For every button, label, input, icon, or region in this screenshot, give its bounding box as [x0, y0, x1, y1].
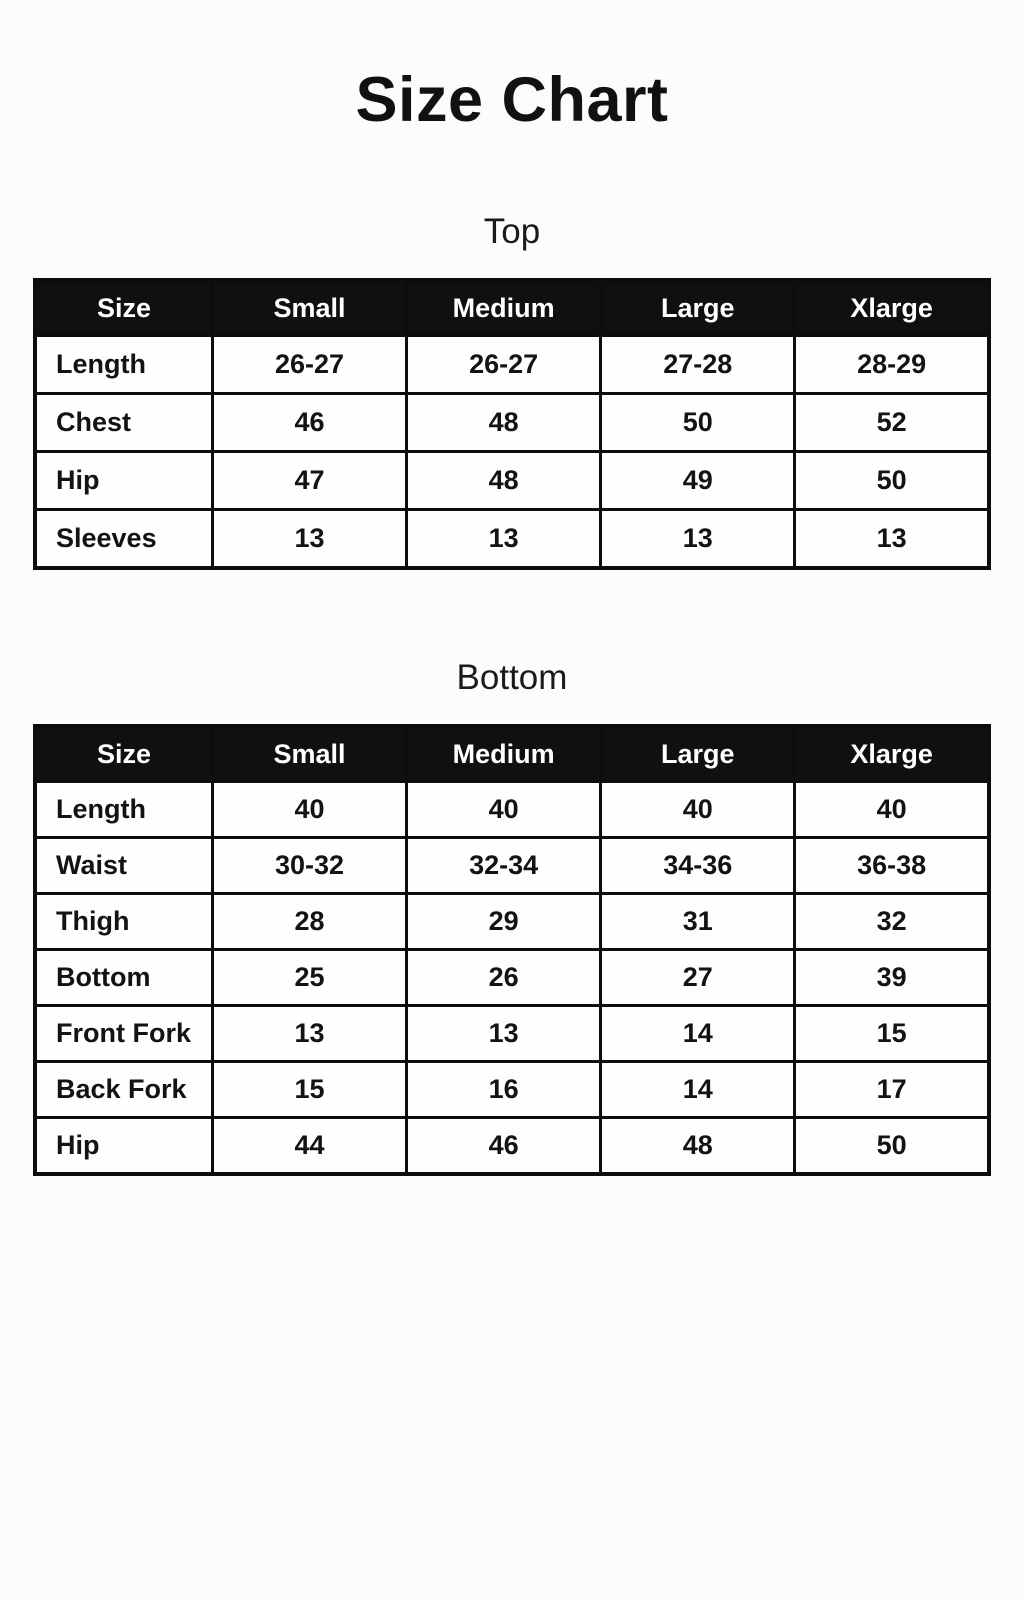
table-row-front-fork: Front Fork 13 13 14 15 [33, 1004, 991, 1063]
cell: 50 [793, 1116, 991, 1176]
cell: 34-36 [599, 836, 797, 895]
cell: 28-29 [793, 334, 991, 395]
cell: 26-27 [405, 334, 603, 395]
cell: 26-27 [210, 334, 409, 395]
table-header-row: Size Small Medium Large Xlarge [33, 724, 991, 783]
cell: 48 [405, 450, 603, 511]
column-header-small: Small [210, 278, 409, 337]
cell: 48 [405, 392, 603, 453]
table-row-length: Length 40 40 40 40 [33, 780, 991, 839]
cell: 17 [793, 1060, 991, 1119]
cell: 39 [793, 948, 991, 1007]
cell: 46 [210, 392, 409, 453]
cell: 28 [210, 892, 409, 951]
section-title-top: Top [483, 212, 541, 251]
cell: 40 [405, 780, 603, 839]
cell: 27-28 [599, 334, 797, 395]
cell: 52 [793, 392, 991, 453]
cell: 50 [599, 392, 797, 453]
cell: 26 [405, 948, 603, 1007]
table-row-back-fork: Back Fork 15 16 14 17 [33, 1060, 991, 1119]
page-title: Size Chart [355, 65, 669, 135]
row-label: Sleeves [33, 508, 214, 570]
cell: 48 [599, 1116, 797, 1176]
cell: 27 [599, 948, 797, 1007]
table-row-thigh: Thigh 28 29 31 32 [33, 892, 991, 951]
row-label: Length [33, 334, 214, 395]
table-header-row: Size Small Medium Large Xlarge [33, 278, 991, 337]
table-row-waist: Waist 30-32 32-34 34-36 36-38 [33, 836, 991, 895]
cell: 32 [793, 892, 991, 951]
column-header-medium: Medium [405, 724, 603, 783]
table-row-hip: Hip 47 48 49 50 [33, 450, 991, 511]
cell: 13 [405, 508, 603, 570]
row-label: Bottom [33, 948, 214, 1007]
cell: 14 [599, 1060, 797, 1119]
cell: 13 [793, 508, 991, 570]
cell: 13 [599, 508, 797, 570]
cell: 40 [599, 780, 797, 839]
table-row-chest: Chest 46 48 50 52 [33, 392, 991, 453]
section-title-bottom: Bottom [456, 658, 568, 697]
table-row-hip: Hip 44 46 48 50 [33, 1116, 991, 1176]
column-header-xlarge: Xlarge [793, 278, 991, 337]
cell: 16 [405, 1060, 603, 1119]
cell: 25 [210, 948, 409, 1007]
column-header-xlarge: Xlarge [793, 724, 991, 783]
cell: 47 [210, 450, 409, 511]
cell: 13 [405, 1004, 603, 1063]
cell: 13 [210, 1004, 409, 1063]
cell: 31 [599, 892, 797, 951]
cell: 14 [599, 1004, 797, 1063]
table-row-length: Length 26-27 26-27 27-28 28-29 [33, 334, 991, 395]
cell: 46 [405, 1116, 603, 1176]
cell: 29 [405, 892, 603, 951]
cell: 44 [210, 1116, 409, 1176]
row-label: Front Fork [33, 1004, 214, 1063]
cell: 15 [210, 1060, 409, 1119]
cell: 13 [210, 508, 409, 570]
column-header-large: Large [599, 724, 797, 783]
row-label: Hip [33, 1116, 214, 1176]
cell: 30-32 [210, 836, 409, 895]
cell: 40 [210, 780, 409, 839]
table-row-bottom: Bottom 25 26 27 39 [33, 948, 991, 1007]
column-header-size: Size [33, 724, 214, 783]
column-header-medium: Medium [405, 278, 603, 337]
size-chart-page: Size Chart Top Size Small Medium Large X… [0, 64, 1024, 1176]
cell: 50 [793, 450, 991, 511]
row-label: Back Fork [33, 1060, 214, 1119]
cell: 40 [793, 780, 991, 839]
row-label: Length [33, 780, 214, 839]
table-row-sleeves: Sleeves 13 13 13 13 [33, 508, 991, 570]
cell: 49 [599, 450, 797, 511]
column-header-small: Small [210, 724, 409, 783]
top-size-table: Size Small Medium Large Xlarge Length 26… [33, 278, 991, 570]
cell: 36-38 [793, 836, 991, 895]
bottom-size-table: Size Small Medium Large Xlarge Length 40… [33, 724, 991, 1176]
column-header-size: Size [33, 278, 214, 337]
row-label: Hip [33, 450, 214, 511]
row-label: Waist [33, 836, 214, 895]
column-header-large: Large [599, 278, 797, 337]
cell: 32-34 [405, 836, 603, 895]
row-label: Thigh [33, 892, 214, 951]
row-label: Chest [33, 392, 214, 453]
cell: 15 [793, 1004, 991, 1063]
